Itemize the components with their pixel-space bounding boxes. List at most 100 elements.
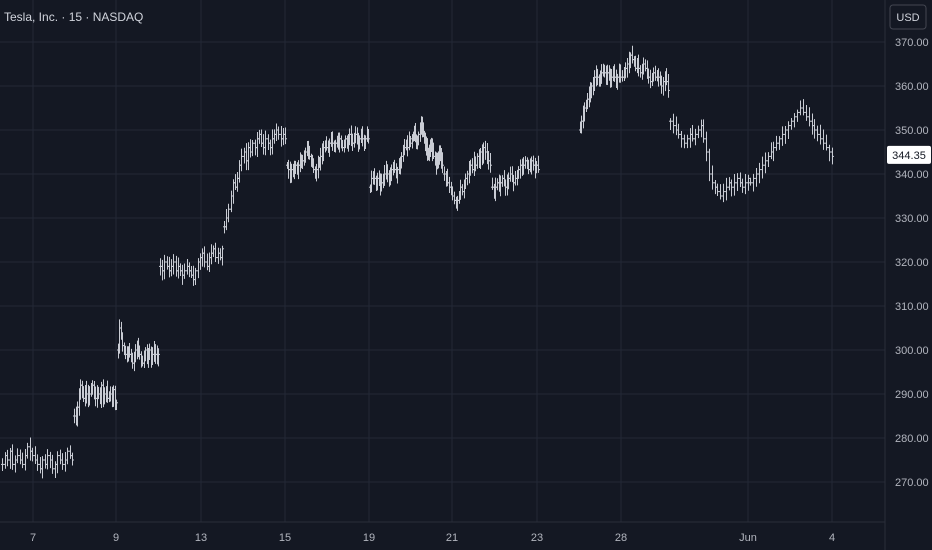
candle: [214, 242, 217, 263]
candle: [686, 134, 689, 149]
candle: [752, 173, 755, 192]
candle: [781, 126, 784, 146]
y-tick-label: 330.00: [895, 213, 929, 225]
candle: [41, 456, 44, 479]
candle: [264, 130, 267, 156]
candle: [758, 162, 761, 184]
candle: [26, 442, 29, 459]
last-price-label: 344.35: [892, 150, 926, 162]
candle: [157, 348, 160, 367]
y-tick-label: 360.00: [895, 81, 929, 93]
x-tick-label: 21: [446, 532, 458, 544]
candle: [761, 156, 764, 179]
candle: [730, 179, 733, 197]
y-tick-label: 350.00: [895, 125, 929, 137]
candle: [66, 447, 69, 465]
candle: [808, 107, 811, 127]
candle: [669, 118, 672, 131]
candle: [716, 183, 719, 197]
candle: [799, 100, 802, 116]
candle: [36, 454, 39, 471]
candle: [787, 121, 790, 140]
candle: [796, 109, 799, 122]
candle: [71, 452, 74, 466]
candle: [489, 153, 492, 173]
currency-button[interactable]: USD: [889, 4, 927, 30]
y-tick-label: 370.00: [895, 37, 929, 49]
candle: [221, 245, 224, 266]
y-tick-label: 310.00: [895, 301, 929, 313]
candle: [367, 128, 370, 144]
candle: [749, 177, 752, 186]
candle: [755, 167, 758, 187]
candle: [764, 152, 767, 174]
candle: [31, 447, 34, 462]
candle: [772, 141, 775, 162]
candle: [708, 148, 711, 182]
candle: [691, 124, 694, 142]
candle: [21, 452, 24, 469]
candle: [163, 254, 166, 280]
y-tick-label: 290.00: [895, 389, 929, 401]
candle: [677, 123, 680, 139]
candle: [284, 127, 287, 145]
symbol-title: Tesla, Inc. · 15 · NASDAQ: [4, 10, 143, 24]
y-tick-label: 300.00: [895, 345, 929, 357]
y-tick-label: 340.00: [895, 169, 929, 181]
candle: [822, 129, 825, 150]
candle: [793, 113, 796, 128]
candle: [194, 267, 197, 285]
candle: [711, 165, 714, 190]
candle: [733, 174, 736, 196]
time-axis[interactable]: 7 9 13 15 19 21 23 28 Jun 4: [30, 532, 835, 544]
candle: [203, 246, 206, 268]
candle: [667, 73, 670, 98]
last-price-tag-bg: [887, 145, 931, 164]
price-axis[interactable]: 270.00 280.00 290.00 300.00 310.00 320.00 330.…: [895, 37, 929, 489]
currency-label[interactable]: USD: [896, 12, 919, 24]
candle: [672, 113, 675, 134]
candle: [51, 454, 54, 474]
candle: [6, 449, 9, 467]
x-tick-label: 4: [829, 532, 835, 544]
candle: [819, 124, 822, 145]
candle: [697, 125, 700, 139]
candle-series[interactable]: [1, 45, 834, 479]
candle: [441, 152, 444, 174]
candle: [11, 444, 14, 470]
candle: [240, 148, 243, 172]
candle: [537, 155, 540, 173]
candle: [115, 399, 118, 410]
candle: [831, 147, 834, 165]
x-tick-label: 7: [30, 532, 36, 544]
candle: [805, 105, 808, 121]
candle: [680, 131, 683, 148]
candle: [725, 177, 728, 201]
candle: [775, 135, 778, 151]
candle: [722, 183, 725, 203]
x-tick-label: 15: [279, 532, 291, 544]
currency-button-frame[interactable]: [889, 4, 927, 30]
candle: [56, 451, 59, 474]
candle: [784, 126, 787, 144]
candle: [767, 152, 770, 168]
candle: [172, 254, 175, 275]
candle: [747, 174, 750, 191]
candle: [813, 119, 816, 139]
candle: [1, 458, 4, 471]
candle: [277, 126, 280, 140]
candle: [741, 178, 744, 193]
candle: [705, 131, 708, 162]
candle: [802, 99, 805, 116]
candle: [744, 173, 747, 195]
x-tick-label: 28: [615, 532, 627, 544]
candle: [736, 173, 739, 191]
candle: [719, 184, 722, 200]
candle: [409, 136, 412, 148]
candle: [702, 119, 705, 143]
y-tick-label: 270.00: [895, 477, 929, 489]
x-tick-label: 9: [113, 532, 119, 544]
x-tick-label: 23: [531, 532, 543, 544]
